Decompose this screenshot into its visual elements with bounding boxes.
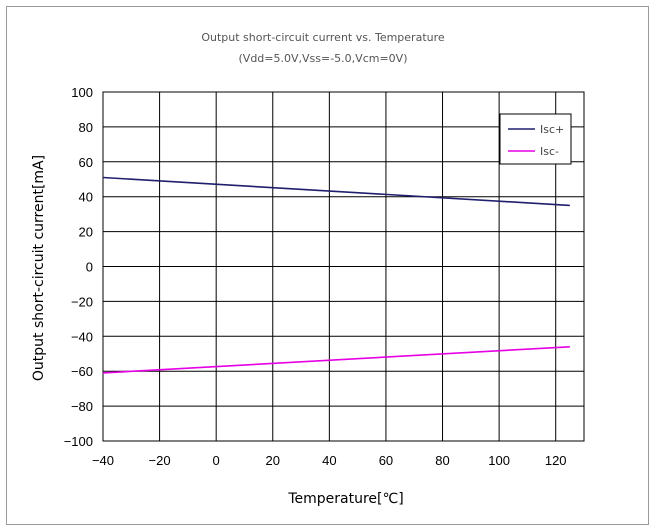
legend-label: Isc+ (540, 123, 564, 136)
x-tick-label: 100 (488, 453, 510, 468)
series-line-isc (102, 345, 570, 374)
legend-box (499, 113, 572, 165)
x-axis-label: Temperature[℃] (287, 491, 403, 507)
y-tick-label: −20 (71, 294, 93, 309)
legend-label: Isc- (540, 145, 559, 158)
chart-subtitle: (Vdd=5.0V,Vss=-5.0,Vcm=0V) (239, 52, 408, 65)
plot-area (102, 91, 585, 442)
y-tick-label: 0 (86, 260, 93, 275)
y-tick-label: 80 (79, 120, 93, 135)
y-axis: 100 80 60 40 20 0 −20 −40 −60 −80 −100 (64, 85, 93, 449)
y-tick-label: −80 (71, 399, 93, 414)
x-tick-label: 120 (545, 453, 567, 468)
y-tick-label: −60 (71, 364, 93, 379)
x-tick-label: −40 (92, 453, 114, 468)
y-tick-label: −100 (64, 434, 93, 449)
y-tick-label: 40 (79, 190, 93, 205)
x-tick-label: 60 (379, 453, 393, 468)
y-axis-label: Output short-circuit current[mA] (31, 155, 47, 381)
x-tick-label: −20 (149, 453, 171, 468)
x-tick-label: 0 (213, 453, 220, 468)
series-layer (102, 176, 570, 374)
y-tick-label: 60 (79, 155, 93, 170)
chart-title: Output short-circuit current vs. Tempera… (201, 31, 445, 44)
x-tick-label: 20 (266, 453, 280, 468)
x-tick-label: 80 (435, 453, 449, 468)
legend: Isc+ Isc- (499, 113, 572, 165)
series-line-isc (102, 176, 570, 207)
y-tick-label: 20 (79, 225, 93, 240)
x-axis: −40 −20 0 20 40 60 80 100 120 (92, 453, 567, 468)
y-tick-label: 100 (71, 85, 93, 100)
x-tick-label: 40 (322, 453, 336, 468)
y-tick-label: −40 (71, 329, 93, 344)
